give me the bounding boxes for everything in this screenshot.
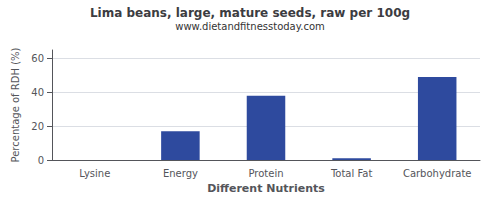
svg-text:www.dietandfitnesstoday.com: www.dietandfitnesstoday.com bbox=[175, 21, 324, 32]
svg-text:0: 0 bbox=[38, 155, 44, 166]
svg-text:40: 40 bbox=[31, 87, 44, 98]
svg-text:60: 60 bbox=[31, 53, 44, 64]
svg-text:Energy: Energy bbox=[163, 168, 198, 179]
svg-text:Protein: Protein bbox=[248, 168, 283, 179]
svg-text:Different Nutrients: Different Nutrients bbox=[207, 182, 325, 195]
svg-text:Lima beans, large, mature seed: Lima beans, large, mature seeds, raw per… bbox=[90, 6, 410, 20]
svg-text:Carbohydrate: Carbohydrate bbox=[403, 168, 472, 179]
svg-text:Lysine: Lysine bbox=[79, 168, 110, 179]
svg-text:Percentage of RDH (%): Percentage of RDH (%) bbox=[10, 47, 21, 162]
svg-text:20: 20 bbox=[31, 121, 44, 132]
svg-text:Total Fat: Total Fat bbox=[330, 168, 372, 179]
